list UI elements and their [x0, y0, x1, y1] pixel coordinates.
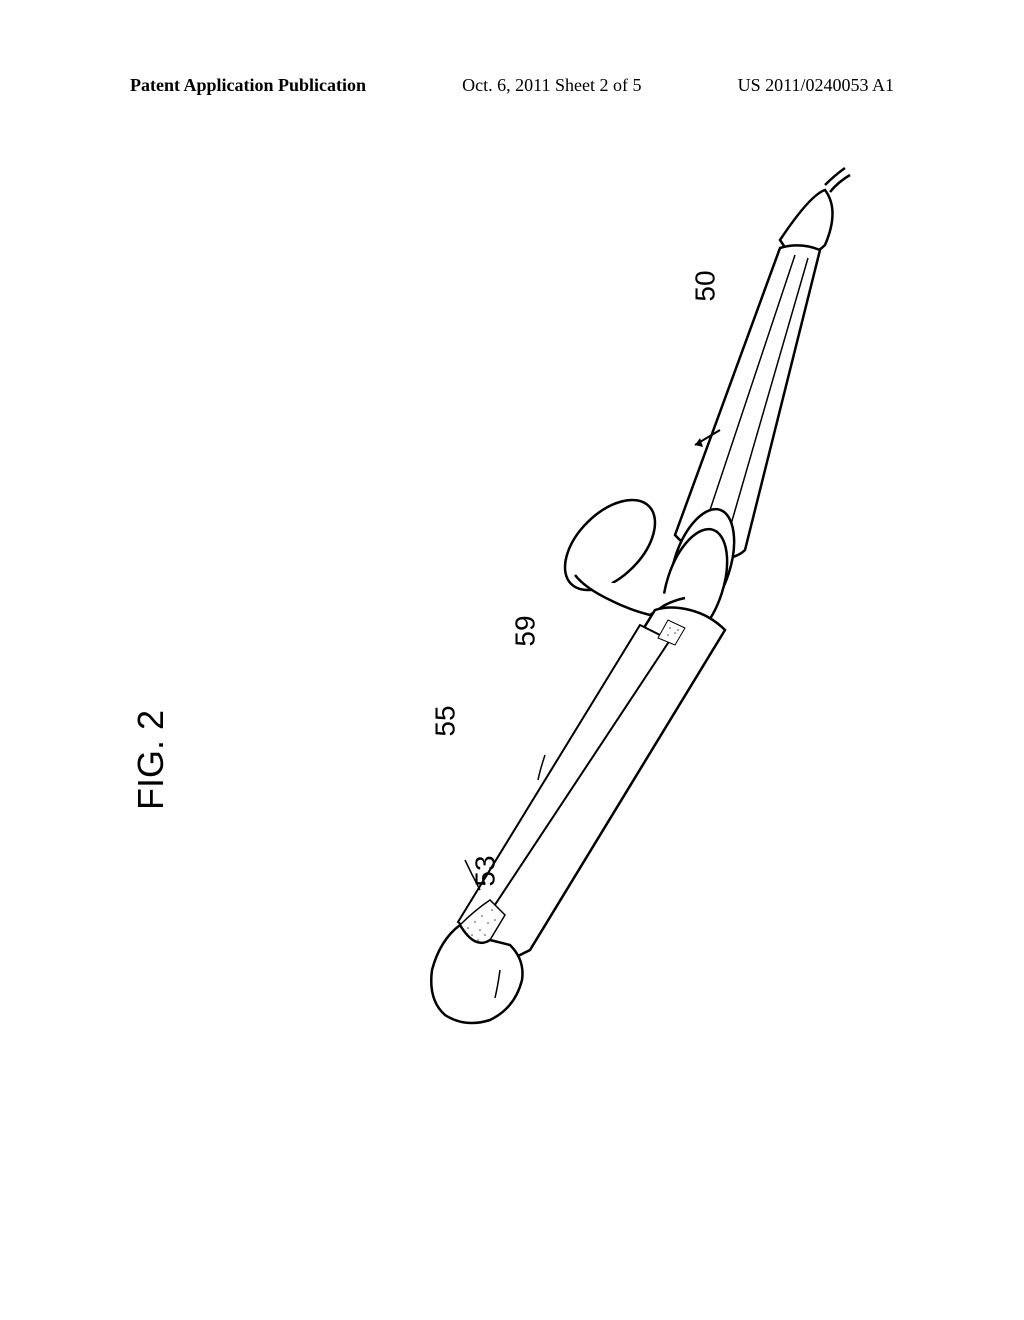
- curling-iron-drawing: [280, 150, 900, 1050]
- header-publication: Patent Application Publication: [130, 75, 366, 96]
- power-cord: [825, 168, 850, 192]
- barrel: [459, 608, 725, 961]
- reference-53: 53: [470, 855, 502, 886]
- header-date-sheet: Oct. 6, 2011 Sheet 2 of 5: [462, 75, 641, 96]
- reference-59: 59: [510, 615, 542, 646]
- reference-50: 50: [690, 270, 722, 301]
- page-header: Patent Application Publication Oct. 6, 2…: [0, 75, 1024, 96]
- reference-55: 55: [430, 705, 462, 736]
- ref-59-line: [538, 755, 545, 780]
- header-patent-number: US 2011/0240053 A1: [738, 75, 894, 96]
- ref-50-arrow: [695, 438, 703, 447]
- figure-label: FIG. 2: [130, 710, 172, 810]
- curling-iron-svg: [280, 150, 900, 1050]
